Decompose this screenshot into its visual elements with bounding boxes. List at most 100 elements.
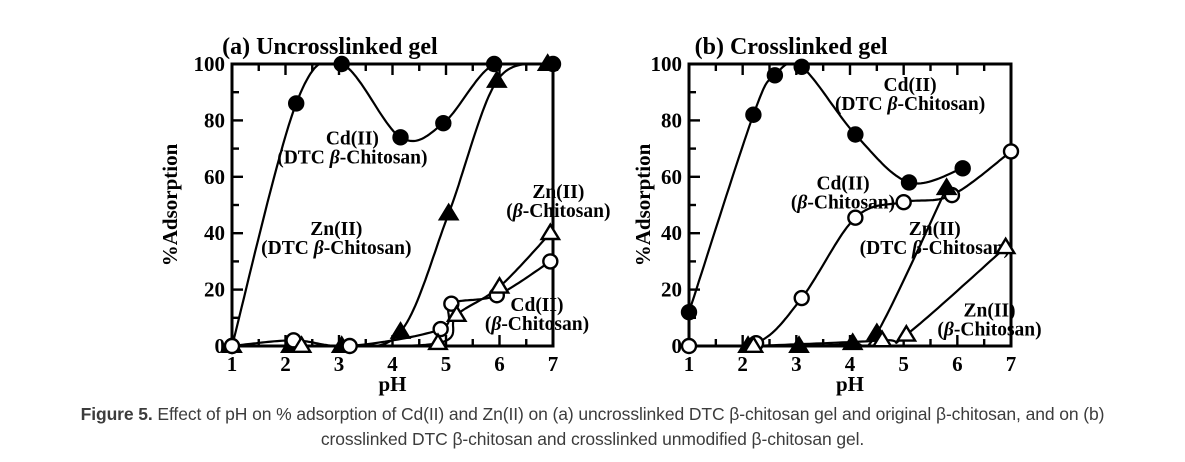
chart-b: 1 2 3 4 5 6 7 0 20 40 60 80 100 (b) Crosslinked gel pH…: [631, 34, 1042, 396]
series-label: (DTC β-Chitosan): [835, 94, 985, 115]
open-triangle-marker: [742, 335, 765, 353]
caption-text-line-1: Effect of pH on % adsorption of Cd(II) a…: [152, 404, 1105, 424]
x-tick-label: 4: [387, 352, 398, 376]
series-label: (DTC β-Chitosan): [860, 238, 1010, 259]
x-tick-label: 5: [441, 352, 452, 376]
series-label: (DTC β-Chitosan): [277, 148, 427, 169]
axis-ticks: [687, 62, 1013, 348]
series-label: Zn(II): [964, 301, 1016, 322]
open-circle-marker: [895, 193, 912, 211]
series-label: Zn(II): [310, 219, 362, 240]
series-label: Cd(II): [816, 174, 869, 195]
filled-circle-marker: [392, 129, 409, 146]
axis-ticks: [230, 62, 555, 348]
open-circle-marker: [793, 289, 810, 307]
figure-number-label: Figure 5.: [80, 404, 153, 424]
x-tick-label: 6: [952, 352, 963, 376]
series-label: (β-Chitosan): [506, 201, 610, 222]
filled-triangle-marker: [437, 202, 460, 221]
x-tick-label: 3: [791, 352, 802, 376]
series-label: (DTC β-Chitosan): [261, 238, 411, 259]
y-tick-label: 20: [204, 278, 225, 302]
open-triangle-marker: [871, 329, 894, 348]
open-triangle-marker: [290, 335, 313, 353]
y-tick-label: 0: [672, 334, 683, 358]
y-tick-label: 20: [661, 278, 682, 302]
filled-circle-marker: [745, 106, 762, 123]
y-tick-label: 40: [661, 221, 682, 245]
open-circle-marker: [1002, 143, 1020, 160]
caption-text-line-2: crosslinked DTC β-chitosan and crosslink…: [320, 428, 865, 449]
x-axis-label: pH: [836, 372, 864, 396]
open-triangle-marker: [488, 275, 511, 294]
series-label: Cd(II): [884, 75, 937, 96]
x-tick-label: 1: [684, 352, 695, 376]
y-tick-label: 80: [661, 108, 682, 132]
filled-circle-marker: [288, 95, 305, 112]
y-tick-label: 100: [194, 52, 226, 76]
plot-frame: [230, 62, 555, 348]
open-circle-marker: [443, 295, 460, 312]
x-tick-label: 2: [737, 352, 748, 376]
series-curve: [232, 62, 548, 348]
filled-circle-marker: [333, 55, 350, 73]
caption-line-2: crosslinked DTC β-chitosan and crosslink…: [0, 427, 1185, 452]
open-triangle-marker: [539, 222, 562, 241]
filled-circle-marker: [847, 126, 864, 143]
series-label: Cd(II): [326, 129, 379, 150]
filled-triangle-marker: [935, 177, 958, 196]
open-circle-marker: [223, 337, 241, 355]
open-triangle-marker: [994, 236, 1017, 255]
series-label: (β-Chitosan): [791, 193, 895, 214]
chart-title: (b) Crosslinked gel: [695, 34, 888, 60]
figure-5-panel: 1 2 3 4 5 6 7 0 20 40 60 80 100 (a) Uncrosslinked gel…: [0, 34, 1185, 451]
open-circle-marker: [341, 337, 358, 355]
filled-circle-marker: [900, 174, 918, 191]
open-triangle-marker: [895, 323, 918, 342]
series-curve: [230, 62, 553, 347]
x-tick-label: 4: [845, 352, 856, 376]
x-tick-label: 2: [280, 352, 291, 376]
x-tick-label: 5: [898, 352, 909, 376]
filled-circle-marker: [766, 67, 784, 84]
y-tick-label: 60: [661, 165, 682, 189]
open-circle-marker: [542, 253, 559, 270]
y-tick-label: 60: [204, 165, 225, 189]
open-circle-marker: [847, 209, 864, 226]
x-axis-label: pH: [378, 372, 406, 396]
x-tick-label: 6: [494, 352, 505, 376]
series-label: Cd(II): [510, 295, 563, 316]
open-circle-marker: [680, 337, 698, 355]
y-tick-label: 40: [204, 221, 225, 245]
y-axis-label: %Adsorption: [158, 143, 182, 266]
series-curve: [753, 246, 1007, 348]
open-triangle-marker: [427, 332, 449, 351]
series-label: Zn(II): [909, 219, 961, 240]
filled-triangle-marker: [841, 332, 864, 351]
filled-circle-marker: [485, 55, 503, 73]
figure-caption: Figure 5. Effect of pH on % adsorption o…: [0, 402, 1185, 451]
filled-triangle-marker: [788, 335, 810, 353]
chart-title: (a) Uncrosslinked gel: [222, 34, 438, 60]
y-tick-label: 0: [215, 334, 226, 358]
x-tick-label: 3: [334, 352, 345, 376]
filled-triangle-marker: [536, 53, 559, 72]
y-axis-label: %Adsorption: [631, 143, 655, 266]
filled-circle-marker: [435, 115, 452, 132]
open-circle-marker: [432, 320, 449, 338]
chart-a: 1 2 3 4 5 6 7 0 20 40 60 80 100(a) Uncrosslinked gel…: [158, 34, 610, 396]
filled-circle-marker: [793, 58, 810, 76]
filled-circle-marker: [680, 303, 698, 321]
filled-circle-marker: [954, 160, 971, 177]
filled-triangle-marker: [485, 70, 508, 88]
y-tick-label: 80: [204, 108, 225, 132]
filled-triangle-marker: [389, 321, 412, 339]
y-tick-label: 100: [651, 52, 683, 76]
open-triangle-marker: [445, 304, 468, 322]
series-label: (β-Chitosan): [485, 314, 589, 335]
x-tick-label: 1: [227, 352, 238, 376]
series-label: (β-Chitosan): [937, 320, 1041, 341]
caption-line-1: Figure 5. Effect of pH on % adsorption o…: [0, 402, 1185, 427]
series-label: Zn(II): [532, 182, 584, 203]
